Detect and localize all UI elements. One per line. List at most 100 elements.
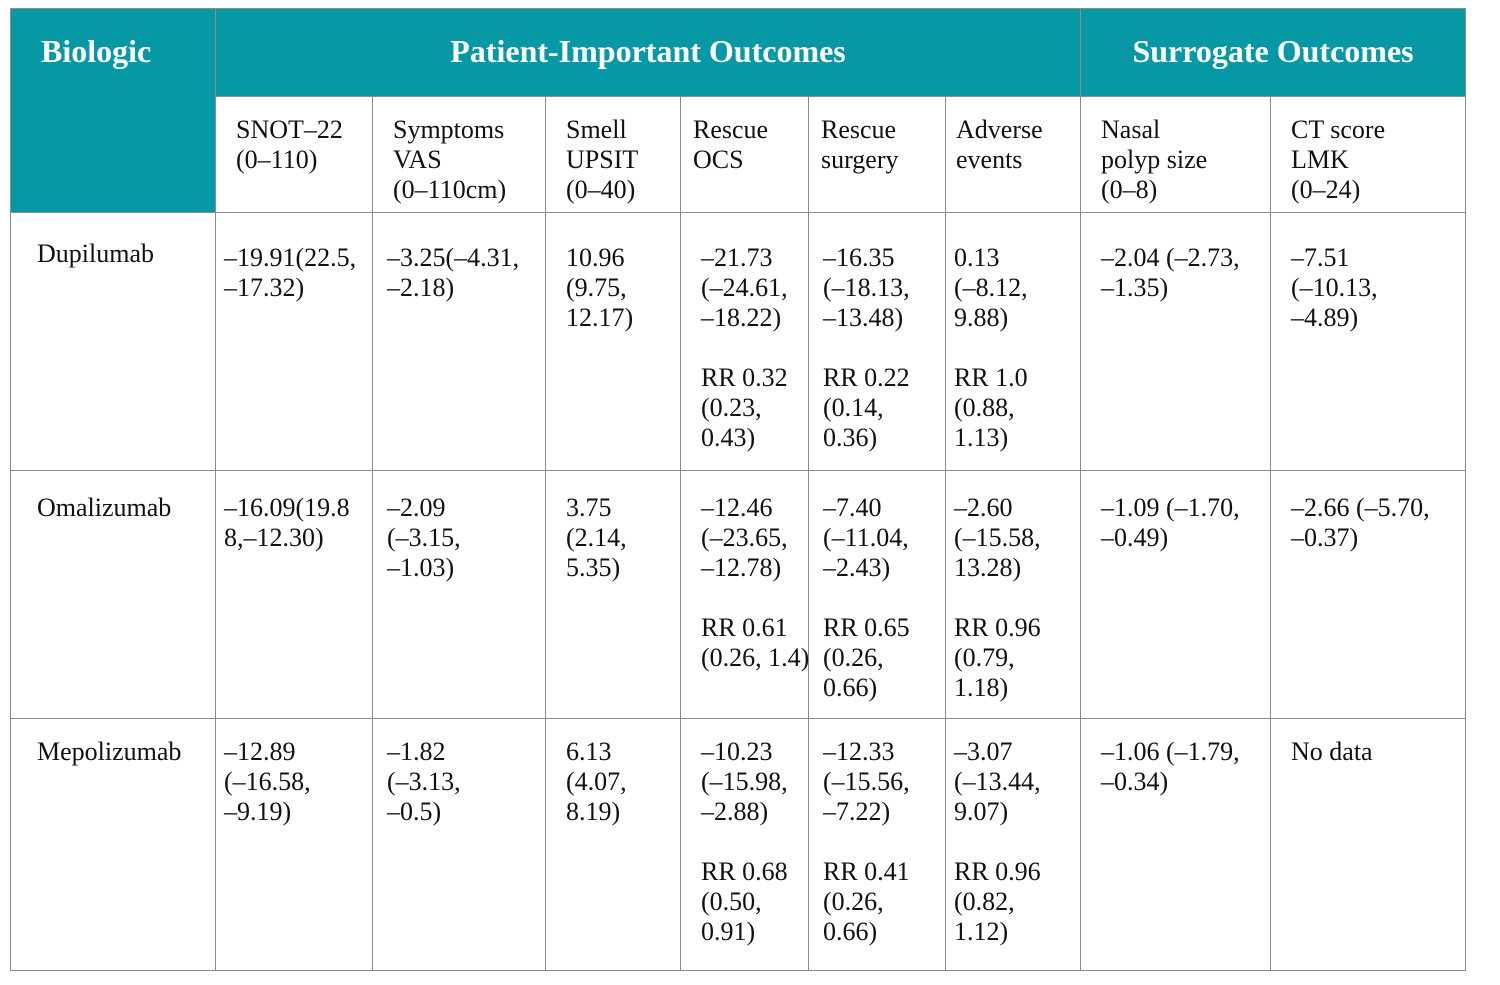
cell-symptoms-vas: –2.09 (–3.15, –1.03) xyxy=(372,470,546,719)
value-line: –12.89 xyxy=(224,737,296,766)
value-line: –7.22) xyxy=(823,797,891,826)
subheader-snot22: SNOT–22 (0–110) xyxy=(215,96,373,213)
cell-snot22: –19.91(22.5, –17.32) xyxy=(215,212,373,471)
value-line: –0.34) xyxy=(1101,767,1169,796)
value-line: LMK xyxy=(1291,145,1349,174)
value-line: –1.35) xyxy=(1101,273,1169,302)
rr-line: (0.26, xyxy=(823,887,884,916)
subheader-nasal-polyp-size: Nasal polyp size (0–8) xyxy=(1080,96,1272,213)
rr-line: (0.88, xyxy=(954,393,1015,422)
value-line: (–10.13, xyxy=(1291,273,1378,302)
value-line: –1.06 (–1.79, xyxy=(1101,737,1240,766)
value-line: (0–24) xyxy=(1291,175,1361,204)
cell-snot22: –16.09(19.8 8,–12.30) xyxy=(215,470,373,719)
cell-rescue-ocs: –12.46 (–23.65, –12.78) RR 0.61 (0.26, 1.4) xyxy=(680,470,809,719)
value-line: (–18.13, xyxy=(823,273,910,302)
value-line: –2.09 xyxy=(387,493,446,522)
rr-line: RR 0.22 xyxy=(823,363,910,392)
subheader-symptoms-vas: Symptoms VAS (0–110cm) xyxy=(372,96,546,213)
cell-rescue-surgery: –7.40 (–11.04, –2.43) RR 0.65 (0.26, 0.66) xyxy=(808,470,946,719)
cell-symptoms-vas: –3.25(–4.31, –2.18) xyxy=(372,212,546,471)
cell-ct-score-lmk: –7.51 (–10.13, –4.89) xyxy=(1270,212,1467,471)
value-line: SNOT–22 xyxy=(236,115,343,144)
value-line: –1.03) xyxy=(387,553,455,582)
cell-rescue-ocs: –21.73 (–24.61, –18.22) RR 0.32 (0.23, 0.43) xyxy=(680,212,809,471)
value-line: VAS xyxy=(393,145,442,174)
rr-line: 1.12) xyxy=(954,917,1009,946)
cell-symptoms-vas: –1.82 (–3.13, –0.5) xyxy=(372,718,546,971)
rr-line: RR 1.0 xyxy=(954,363,1028,392)
value-line: –1.09 (–1.70, xyxy=(1101,493,1240,522)
value-line: (–13.44, xyxy=(954,767,1041,796)
subheader-row: SNOT–22 (0–110) Symptoms VAS (0–110cm) Smel… xyxy=(11,96,1467,213)
rr-line: (0.50, xyxy=(701,887,762,916)
value-line: (–3.15, xyxy=(387,523,461,552)
subheader-adverse-events: Adverse events xyxy=(944,96,1082,213)
value-line: events xyxy=(956,145,1023,174)
table-row-mepolizumab: Mepolizumab –12.89 (–16.58, –9.19) –1.82 (–… xyxy=(10,718,1467,971)
rr-line: 0.91) xyxy=(701,917,756,946)
subheader-smell-upsit: Smell UPSIT (0–40) xyxy=(545,96,681,213)
value-line: (2.14, xyxy=(566,523,627,552)
value-line: –0.37) xyxy=(1291,523,1359,552)
rr-line: 0.66) xyxy=(823,917,878,946)
value-line: Smell xyxy=(566,115,627,144)
value-line: (–16.58, xyxy=(224,767,311,796)
value-line: –7.40 xyxy=(823,493,882,522)
subheader-ct-score-lmk: CT score LMK (0–24) xyxy=(1270,96,1467,213)
value-line: polyp size xyxy=(1101,145,1208,174)
biologic-name: Mepolizumab xyxy=(10,718,216,971)
value-line: –2.60 xyxy=(954,493,1013,522)
value-line: (0–110cm) xyxy=(393,175,507,204)
value-line: (–23.65, xyxy=(701,523,788,552)
value-line: surgery xyxy=(821,145,899,174)
value-line: (0–40) xyxy=(566,175,636,204)
value-line: (0–8) xyxy=(1101,175,1158,204)
cell-smell-upsit: 3.75 (2.14, 5.35) xyxy=(545,470,681,719)
value-line: –19.91(22.5, xyxy=(224,243,357,272)
value-line: 5.35) xyxy=(566,553,621,582)
value-line: Nasal xyxy=(1101,115,1161,144)
value-line: –3.07 xyxy=(954,737,1013,766)
biologic-name: Omalizumab xyxy=(10,470,216,719)
value-line: Adverse xyxy=(956,115,1043,144)
rr-line: RR 0.61 xyxy=(701,613,788,642)
cell-ct-score-lmk: No data xyxy=(1270,718,1467,971)
value-line: 3.75 xyxy=(566,493,612,522)
value-line: –17.32) xyxy=(224,273,305,302)
value-line: –0.5) xyxy=(387,797,442,826)
table-row-omalizumab: Omalizumab –16.09(19.8 8,–12.30) –2.09 (–3… xyxy=(10,470,1467,719)
header-patient-important-outcomes: Patient-Important Outcomes xyxy=(214,8,1082,97)
value-line: –10.23 xyxy=(701,737,773,766)
rr-line: RR 0.41 xyxy=(823,857,910,886)
value-line: –9.19) xyxy=(224,797,292,826)
value-line: 10.96 xyxy=(566,243,625,272)
cell-smell-upsit: 10.96 (9.75, 12.17) xyxy=(545,212,681,471)
cell-rescue-surgery: –12.33 (–15.56, –7.22) RR 0.41 (0.26, 0.66) xyxy=(808,718,946,971)
value-line: –21.73 xyxy=(701,243,773,272)
biologic-name: Dupilumab xyxy=(10,212,216,471)
value-line: OCS xyxy=(693,145,744,174)
value-line: –13.48) xyxy=(823,303,904,332)
rr-line: (0.14, xyxy=(823,393,884,422)
value-line: –16.09(19.8 xyxy=(224,493,350,522)
cell-smell-upsit: 6.13 (4.07, 8.19) xyxy=(545,718,681,971)
value-line: (–3.13, xyxy=(387,767,461,796)
value-line: –12.46 xyxy=(701,493,773,522)
value-line: (4.07, xyxy=(566,767,627,796)
cell-adverse-events: –2.60 (–15.58, 13.28) RR 0.96 (0.79, 1.18) xyxy=(944,470,1082,719)
table-row-dupilumab: Dupilumab –19.91(22.5, –17.32) –3.25(–4.3… xyxy=(10,212,1467,471)
value-line: 9.07) xyxy=(954,797,1009,826)
value-line: –0.49) xyxy=(1101,523,1169,552)
header-row: Biologic Patient-Important Outcomes Surr… xyxy=(10,8,1467,213)
value-line: Rescue xyxy=(821,115,897,144)
cell-ct-score-lmk: –2.66 (–5.70, –0.37) xyxy=(1270,470,1467,719)
rr-line: RR 0.96 xyxy=(954,857,1041,886)
value-line: (–15.56, xyxy=(823,767,910,796)
value-line: CT score xyxy=(1291,115,1386,144)
value-line: –2.66 (–5.70, xyxy=(1291,493,1430,522)
value-line: (9.75, xyxy=(566,273,627,302)
subheader-rescue-ocs: Rescue OCS xyxy=(680,96,809,213)
value-line: –7.51 xyxy=(1291,243,1350,272)
value-line: (–15.58, xyxy=(954,523,1041,552)
